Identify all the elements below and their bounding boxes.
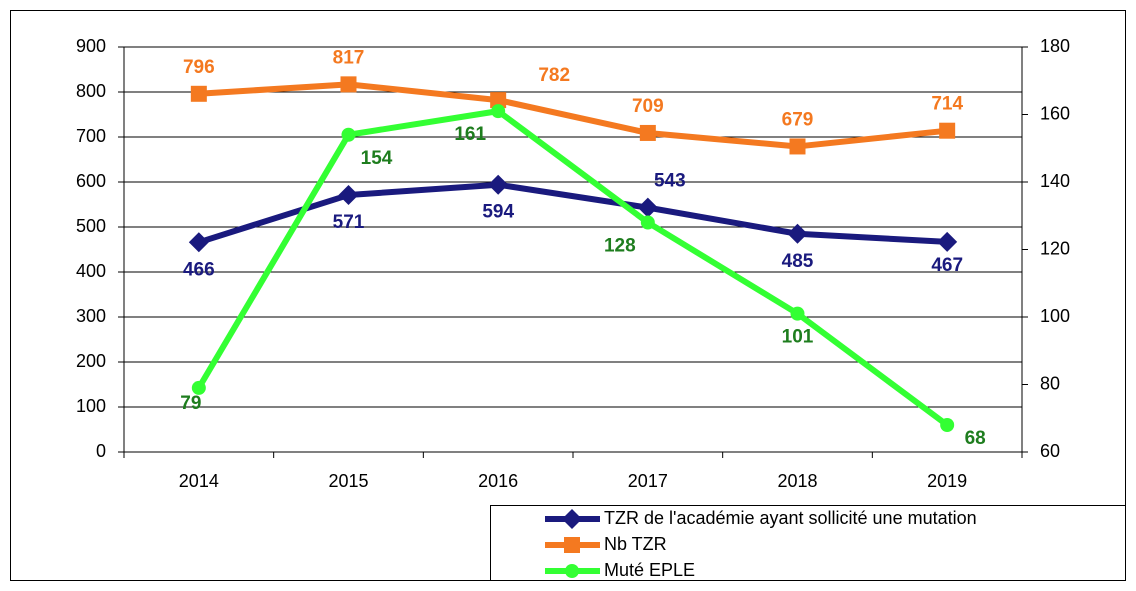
data-point	[789, 138, 806, 155]
y-tick-label: 700	[76, 126, 106, 146]
data-label: 68	[965, 428, 986, 449]
legend-marker	[562, 509, 582, 529]
data-point	[937, 231, 958, 252]
data-point	[190, 85, 207, 102]
series-line	[198, 81, 948, 150]
data-label: 79	[180, 393, 201, 414]
legend-label: Nb TZR	[604, 534, 667, 554]
data-point	[188, 232, 209, 253]
data-label: 796	[183, 57, 215, 78]
data-point	[940, 418, 955, 432]
data-label: 101	[782, 327, 814, 348]
y2-tick-label: 180	[1040, 36, 1070, 56]
data-point	[490, 92, 507, 109]
y2-tick-label: 160	[1040, 103, 1070, 123]
data-point	[787, 223, 808, 244]
data-label: 679	[782, 109, 814, 130]
x-tick-label: 2015	[328, 471, 368, 491]
data-point	[491, 104, 506, 119]
y-tick-label: 300	[76, 306, 106, 326]
data-label: 154	[361, 148, 393, 169]
y2-tick-label: 80	[1040, 373, 1060, 393]
y-tick-label: 500	[76, 216, 106, 236]
x-tick-label: 2016	[478, 471, 518, 491]
data-point	[340, 76, 357, 93]
data-label: 594	[482, 202, 514, 223]
data-label: 714	[931, 94, 963, 115]
data-point	[790, 306, 805, 321]
y-tick-label: 600	[76, 171, 106, 191]
data-point	[191, 380, 206, 395]
x-tick-label: 2019	[927, 471, 967, 491]
legend-marker	[565, 564, 579, 578]
y-tick-label: 200	[76, 351, 106, 371]
y-tick-label: 0	[96, 441, 106, 461]
data-label: 571	[333, 212, 365, 233]
y-tick-label: 100	[76, 396, 106, 416]
legend-label: TZR de l'académie ayant sollicité une mu…	[604, 508, 977, 528]
data-label: 128	[604, 236, 636, 257]
x-tick-label: 2014	[179, 471, 219, 491]
y2-tick-label: 140	[1040, 171, 1070, 191]
legend-marker	[564, 537, 580, 553]
data-point	[341, 127, 356, 142]
data-label: 817	[333, 47, 365, 68]
data-label: 782	[538, 65, 570, 86]
y2-tick-label: 60	[1040, 441, 1060, 461]
data-point	[939, 122, 956, 139]
chart-border	[10, 10, 1126, 581]
y2-tick-label: 120	[1040, 238, 1070, 258]
y2-tick-label: 100	[1040, 306, 1070, 326]
y-tick-label: 900	[76, 36, 106, 56]
x-tick-label: 2018	[777, 471, 817, 491]
data-label: 466	[183, 259, 215, 280]
data-label: 467	[931, 255, 963, 276]
data-label: 485	[782, 251, 814, 272]
data-point	[338, 185, 359, 206]
data-label: 709	[632, 96, 664, 117]
data-label: 161	[454, 124, 486, 145]
data-point	[640, 215, 655, 230]
data-point	[639, 124, 656, 141]
series-line	[197, 181, 948, 246]
y-tick-label: 400	[76, 261, 106, 281]
series-line	[196, 108, 949, 428]
legend-label: Muté EPLE	[604, 560, 695, 580]
data-label: 543	[654, 171, 686, 192]
data-point	[637, 197, 658, 218]
data-point	[488, 174, 509, 195]
y-tick-label: 800	[76, 81, 106, 101]
x-tick-label: 2017	[628, 471, 668, 491]
